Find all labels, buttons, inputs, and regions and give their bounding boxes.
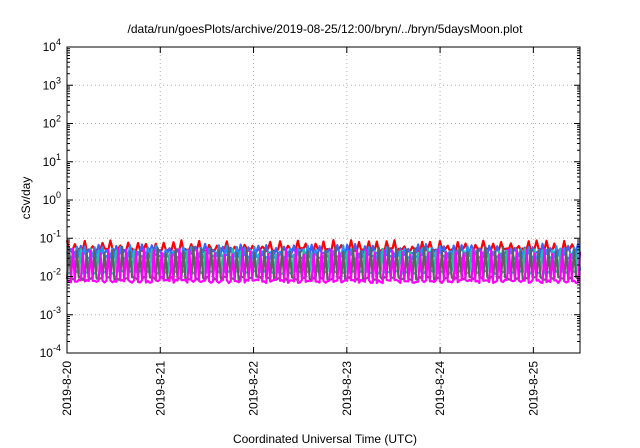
series-line — [66, 247, 582, 285]
x-axis-label: Coordinated Universal Time (UTC) — [233, 432, 417, 446]
y-tick-label: 101 — [43, 152, 61, 169]
x-tick-label: 2019-8-22 — [247, 361, 261, 416]
y-tick-labels: 10-4 10-3 10-2 10-1 100 101 102 103 104 — [40, 37, 61, 360]
series-group — [65, 239, 582, 285]
y-tick-label: 10-2 — [40, 267, 61, 284]
y-tick-label: 10-4 — [40, 343, 61, 360]
y-tick-label: 10-1 — [40, 228, 61, 245]
plot-frame — [66, 46, 581, 354]
y-axis-label: cSv/day — [19, 177, 33, 220]
chart-title: /data/run/goesPlots/archive/2019-08-25/1… — [128, 22, 524, 36]
x-tick-labels: 2019-8-20 2019-8-21 2019-8-22 2019-8-23 2019… — [60, 361, 540, 416]
y-tick-label: 100 — [43, 190, 61, 207]
y-tick-label: 102 — [43, 114, 61, 131]
y-tick-label: 103 — [43, 75, 61, 92]
grid — [67, 47, 580, 353]
x-tick-label: 2019-8-20 — [60, 361, 74, 416]
x-tick-label: 2019-8-21 — [153, 361, 167, 416]
axes — [66, 46, 581, 354]
x-tick-label: 2019-8-24 — [433, 361, 447, 416]
x-tick-label: 2019-8-23 — [340, 361, 354, 416]
y-tick-label: 10-3 — [40, 305, 61, 322]
y-tick-label: 104 — [43, 37, 61, 54]
x-tick-label: 2019-8-25 — [526, 361, 540, 416]
